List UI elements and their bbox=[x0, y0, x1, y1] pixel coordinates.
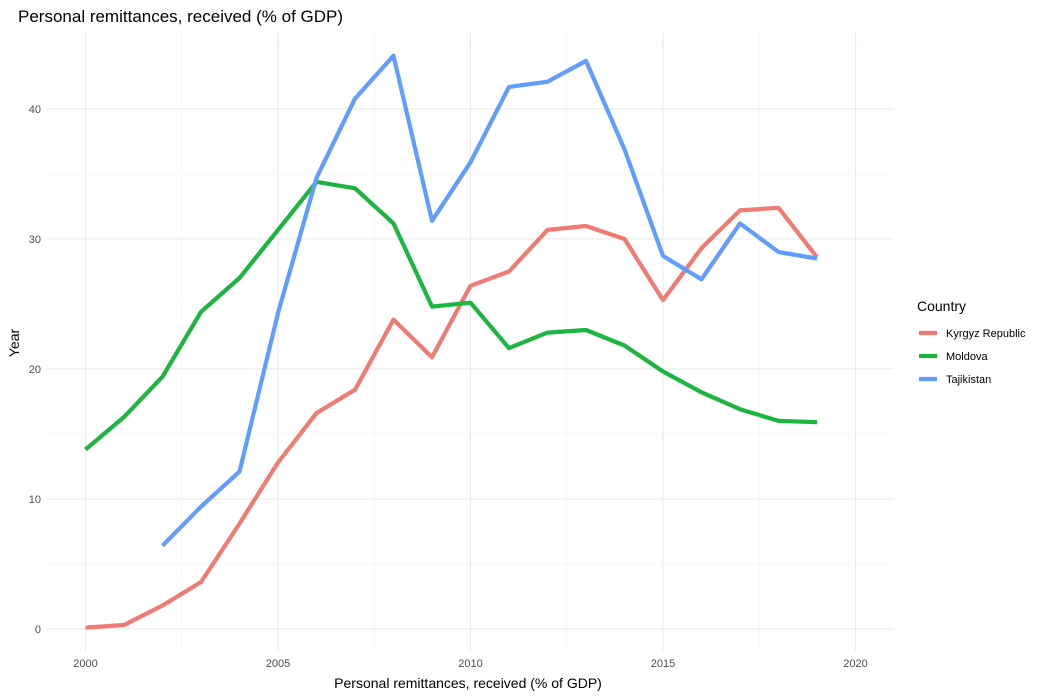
series-line-moldova bbox=[84, 179, 818, 452]
x-tick-label: 2010 bbox=[458, 658, 482, 670]
y-tick-label: 0 bbox=[35, 624, 41, 636]
legend-label-kyrgyz-republic: Kyrgyz Republic bbox=[946, 328, 1026, 340]
y-axis-title: Year bbox=[6, 329, 22, 358]
legend-label-moldova: Moldova bbox=[946, 351, 988, 363]
x-tick-label: 2000 bbox=[73, 658, 97, 670]
y-tick-labels: 0 10 20 30 40 bbox=[29, 104, 41, 636]
y-tick-label: 30 bbox=[29, 234, 41, 246]
legend-label-tajikistan: Tajikistan bbox=[946, 374, 991, 386]
x-tick-labels: 2000 2005 2010 2015 2020 bbox=[73, 658, 867, 670]
legend-title: Country bbox=[917, 298, 966, 314]
y-tick-label: 40 bbox=[29, 104, 41, 116]
series-line-kyrgyz-republic bbox=[85, 205, 819, 630]
y-tick-label: 20 bbox=[29, 364, 41, 376]
x-axis-title: Personal remittances, received (% of GDP… bbox=[334, 675, 602, 691]
series-line-tajikistan bbox=[161, 53, 818, 548]
grid bbox=[47, 31, 894, 651]
legend: Country Kyrgyz Republic Moldova Tajikistan bbox=[917, 298, 1026, 386]
y-tick-label: 10 bbox=[29, 494, 41, 506]
x-tick-label: 2015 bbox=[651, 658, 675, 670]
x-tick-label: 2005 bbox=[266, 658, 290, 670]
chart-title: Personal remittances, received (% of GDP… bbox=[18, 7, 343, 26]
x-tick-label: 2020 bbox=[843, 658, 867, 670]
series-lines bbox=[84, 53, 819, 630]
